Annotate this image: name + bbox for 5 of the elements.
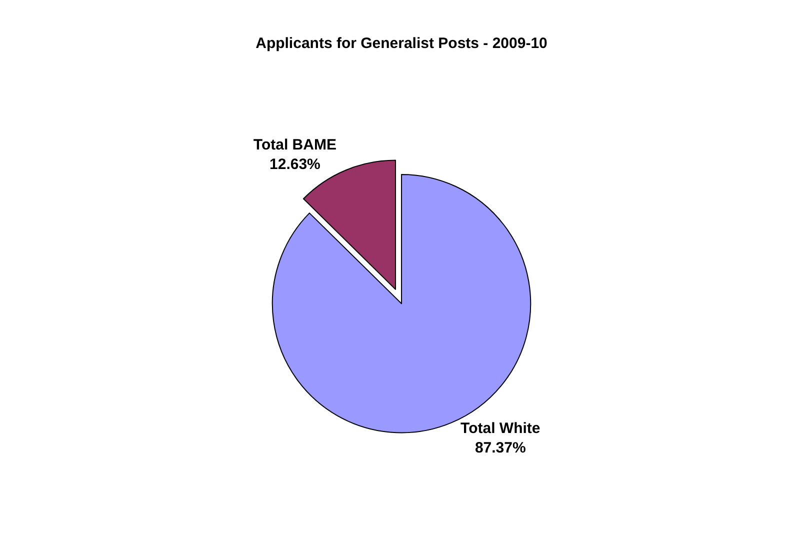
data-label: 12.63% <box>270 156 320 173</box>
data-label: 87.37% <box>474 439 526 456</box>
slice-label: Total BAME <box>253 136 336 154</box>
slice-label: Total White <box>460 420 540 437</box>
chart-title: Applicants for Generalist Posts - 2009-10 <box>256 34 548 52</box>
